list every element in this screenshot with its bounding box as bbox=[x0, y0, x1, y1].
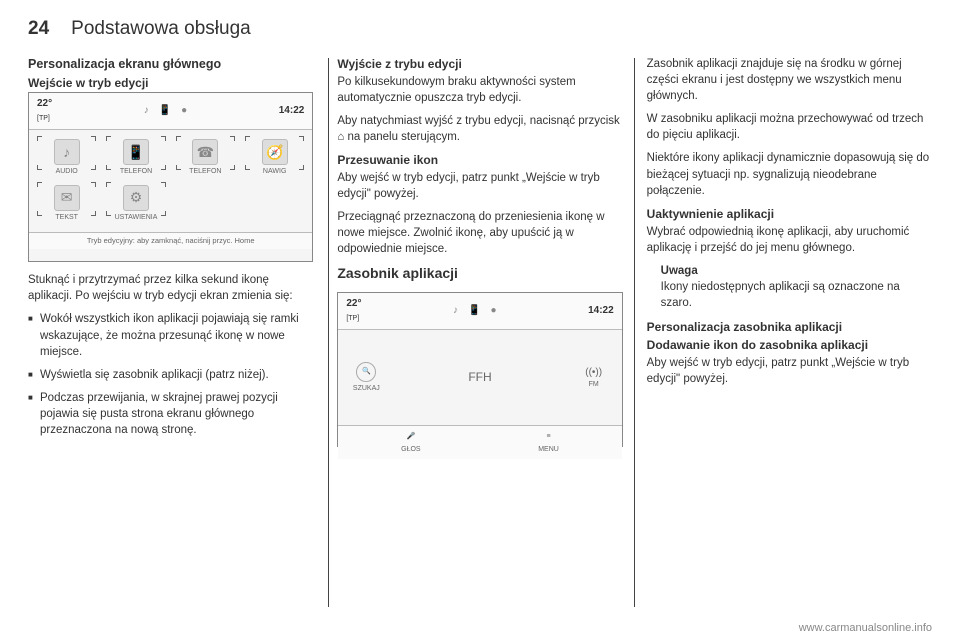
dot-tray-icon: ● bbox=[181, 104, 187, 118]
ss1-app-grid: ♪ AUDIO 📱 TELEFON ☎ TELEFON bbox=[29, 130, 312, 232]
ss2-menu-button: ≡ MENU bbox=[538, 430, 559, 455]
app-tray-screenshot: 22° [TP] ♪ 📱 ● 14:22 🔍 SZUKAJ bbox=[337, 292, 622, 447]
music-tray-icon-2: ♪ bbox=[453, 304, 458, 318]
app-nawig-label: NAWIG bbox=[263, 167, 286, 177]
column-2: Wyjście z trybu edycji Po kilkusekundowy… bbox=[337, 56, 622, 457]
column-divider-1 bbox=[328, 58, 329, 607]
music-tray-icon: ♪ bbox=[144, 104, 149, 118]
ss2-menu-label: MENU bbox=[538, 445, 559, 455]
ss1-topbar: 22° [TP] ♪ 📱 ● 14:22 bbox=[29, 93, 312, 130]
ss1-tray-icons: ♪ 📱 ● bbox=[144, 104, 188, 118]
mic-icon: 🎤 bbox=[404, 430, 418, 444]
ss1-temperature: 22° bbox=[37, 98, 52, 109]
col2-para-3: Aby wejść w tryb edycji, patrz punkt „We… bbox=[337, 170, 622, 202]
col1-bullet-1: Wokół wszystkich ikon aplikacji pojawiaj… bbox=[28, 311, 313, 359]
envelope-icon: ✉ bbox=[54, 185, 80, 211]
app-tekst-label: TEKST bbox=[55, 213, 78, 223]
app-ustawienia: ⚙ USTAWIENIA bbox=[102, 182, 169, 226]
app-nawig: 🧭 NAWIG bbox=[241, 136, 308, 180]
footer-url: www.carmanualsonline.info bbox=[799, 622, 932, 634]
ss2-voice-button: 🎤 GŁOS bbox=[401, 430, 420, 455]
ss2-fm-label: FM bbox=[589, 380, 599, 390]
col3-para-4: Wybrać odpowiednią ikonę aplikacji, aby … bbox=[647, 224, 932, 256]
col3-para-1: Zasobnik aplikacji znajduje się na środk… bbox=[647, 56, 932, 104]
ss1-bottombar: Tryb edycyjny: aby zamknąć, naciśnij prz… bbox=[29, 232, 312, 250]
col2-para-4: Przeciągnąć przeznaczoną do przeniesieni… bbox=[337, 209, 622, 257]
ss2-topbar: 22° [TP] ♪ 📱 ● 14:22 bbox=[338, 293, 621, 330]
col2-heading-exit: Wyjście z trybu edycji bbox=[337, 56, 622, 73]
app-tray-section-title: Zasobnik aplikacji bbox=[337, 264, 622, 284]
col3-para-2: W zasobniku aplikacji można przechowywać… bbox=[647, 111, 932, 143]
antenna-icon: ((•)) bbox=[585, 366, 602, 380]
app-telefon-1-label: TELEFON bbox=[120, 167, 152, 177]
app-audio: ♪ AUDIO bbox=[33, 136, 100, 180]
col3-para-5: Aby wejść w tryb edycji, patrz punkt „We… bbox=[647, 355, 932, 387]
ss2-bottom-bar: 🎤 GŁOS ≡ MENU bbox=[338, 425, 621, 459]
col3-heading-personalize: Personalizacja zasobnika aplikacji bbox=[647, 319, 932, 336]
magnifier-icon: 🔍 bbox=[356, 362, 376, 382]
col3-heading-add-icons: Dodawanie ikon do zasobnika aplikacji bbox=[647, 337, 932, 354]
menu-icon: ≡ bbox=[542, 430, 556, 444]
phone-tray-icon-2: 📱 bbox=[468, 304, 480, 318]
dot-tray-icon-2: ● bbox=[490, 304, 496, 318]
note-text: Ikony niedostępnych aplikacji są oznaczo… bbox=[661, 279, 932, 311]
gear-icon: ⚙ bbox=[123, 185, 149, 211]
app-telefon-1: 📱 TELEFON bbox=[102, 136, 169, 180]
col1-subheading: Wejście w tryb edycji bbox=[28, 75, 313, 92]
ss2-time: 14:22 bbox=[588, 304, 614, 318]
col1-heading: Personalizacja ekranu głównego bbox=[28, 56, 313, 74]
ss2-fm-button: ((•)) FM bbox=[574, 366, 614, 390]
note-box: Uwaga Ikony niedostępnych aplikacji są o… bbox=[661, 263, 932, 311]
app-telefon-2-label: TELEFON bbox=[189, 167, 221, 177]
compass-icon: 🧭 bbox=[262, 139, 288, 165]
column-3: Zasobnik aplikacji znajduje się na środk… bbox=[647, 56, 932, 457]
col2-para-1: Po kilkusekundowym braku aktywności syst… bbox=[337, 74, 622, 106]
col1-bullet-3: Podczas przewijania, w skrajnej prawej p… bbox=[28, 390, 313, 438]
col2-heading-move: Przesuwanie ikon bbox=[337, 152, 622, 169]
app-tekst: ✉ TEKST bbox=[33, 182, 100, 226]
ss2-tp-indicator: [TP] bbox=[346, 315, 359, 322]
phone-tray-icon: 📱 bbox=[159, 104, 171, 118]
ss2-search-button: 🔍 SZUKAJ bbox=[346, 362, 386, 394]
app-ustawienia-label: USTAWIENIA bbox=[115, 213, 158, 223]
audio-icon: ♪ bbox=[54, 139, 80, 165]
ss2-temperature: 22° bbox=[346, 298, 361, 309]
app-audio-label: AUDIO bbox=[56, 167, 78, 177]
home-screen-edit-screenshot: 22° [TP] ♪ 📱 ● 14:22 ♪ AUDIO bbox=[28, 92, 313, 262]
mobile-icon: 📱 bbox=[123, 139, 149, 165]
app-telefon-2: ☎ TELEFON bbox=[172, 136, 239, 180]
phone-icon: ☎ bbox=[192, 139, 218, 165]
note-heading: Uwaga bbox=[661, 263, 932, 279]
col1-bullet-2: Wyświetla się zasobnik aplikacji (patrz … bbox=[28, 367, 313, 383]
ss2-tray-icons: ♪ 📱 ● bbox=[453, 304, 497, 318]
ss1-tp-indicator: [TP] bbox=[37, 115, 50, 122]
ss2-station-name: FFH bbox=[386, 369, 573, 386]
ss2-search-label: SZUKAJ bbox=[353, 384, 380, 394]
col1-para-1: Stuknąć i przytrzymać przez kilka sekund… bbox=[28, 272, 313, 304]
ss1-time: 14:22 bbox=[279, 104, 305, 118]
col3-heading-activate: Uaktywnienie aplikacji bbox=[647, 206, 932, 223]
ss2-voice-label: GŁOS bbox=[401, 445, 420, 455]
column-divider-2 bbox=[634, 58, 635, 607]
column-1: Personalizacja ekranu głównego Wejście w… bbox=[28, 56, 313, 457]
col2-para-2: Aby natychmiast wyjść z trybu edycji, na… bbox=[337, 113, 622, 145]
chapter-title: Podstawowa obsługa bbox=[71, 18, 251, 40]
page-number: 24 bbox=[28, 18, 49, 40]
col3-para-3: Niektóre ikony aplikacji dynamicznie dop… bbox=[647, 150, 932, 198]
